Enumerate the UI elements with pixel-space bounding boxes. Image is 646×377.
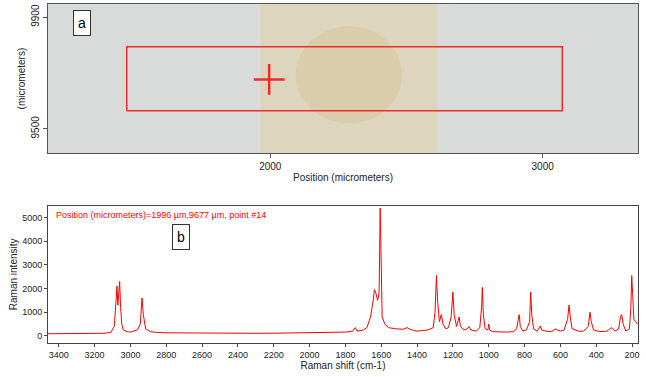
svg-text:9900: 9900 (30, 4, 41, 27)
svg-text:600: 600 (553, 350, 568, 360)
svg-text:1400: 1400 (407, 350, 427, 360)
svg-text:0: 0 (37, 331, 42, 341)
svg-text:1800: 1800 (335, 350, 355, 360)
svg-text:200: 200 (625, 350, 640, 360)
svg-text:2600: 2600 (192, 350, 212, 360)
svg-text:2800: 2800 (156, 350, 176, 360)
svg-text:2400: 2400 (228, 350, 248, 360)
svg-text:(micrometers): (micrometers) (16, 48, 27, 110)
svg-text:2200: 2200 (264, 350, 284, 360)
svg-text:Position (micrometers): Position (micrometers) (293, 172, 393, 183)
svg-text:3200: 3200 (85, 350, 105, 360)
svg-text:400: 400 (589, 350, 604, 360)
svg-text:800: 800 (517, 350, 532, 360)
svg-text:Position (micrometers)=1996 µm: Position (micrometers)=1996 µm,9677 µm, … (56, 210, 266, 220)
svg-text:2000: 2000 (300, 350, 320, 360)
svg-text:Raman intensity: Raman intensity (8, 239, 19, 311)
svg-text:2000: 2000 (22, 284, 42, 294)
svg-text:a: a (78, 15, 86, 31)
svg-text:3000: 3000 (22, 260, 42, 270)
svg-text:2000: 2000 (259, 161, 282, 172)
svg-text:b: b (177, 229, 185, 245)
svg-text:9500: 9500 (30, 116, 41, 139)
svg-text:Raman shift (cm-1): Raman shift (cm-1) (300, 360, 385, 371)
svg-text:1600: 1600 (371, 350, 391, 360)
svg-text:3000: 3000 (120, 350, 140, 360)
svg-text:4000: 4000 (22, 236, 42, 246)
svg-text:1000: 1000 (22, 307, 42, 317)
svg-text:1000: 1000 (479, 350, 499, 360)
svg-text:5000: 5000 (22, 213, 42, 223)
svg-text:3000: 3000 (532, 161, 555, 172)
svg-text:3400: 3400 (49, 350, 69, 360)
svg-text:1200: 1200 (443, 350, 463, 360)
